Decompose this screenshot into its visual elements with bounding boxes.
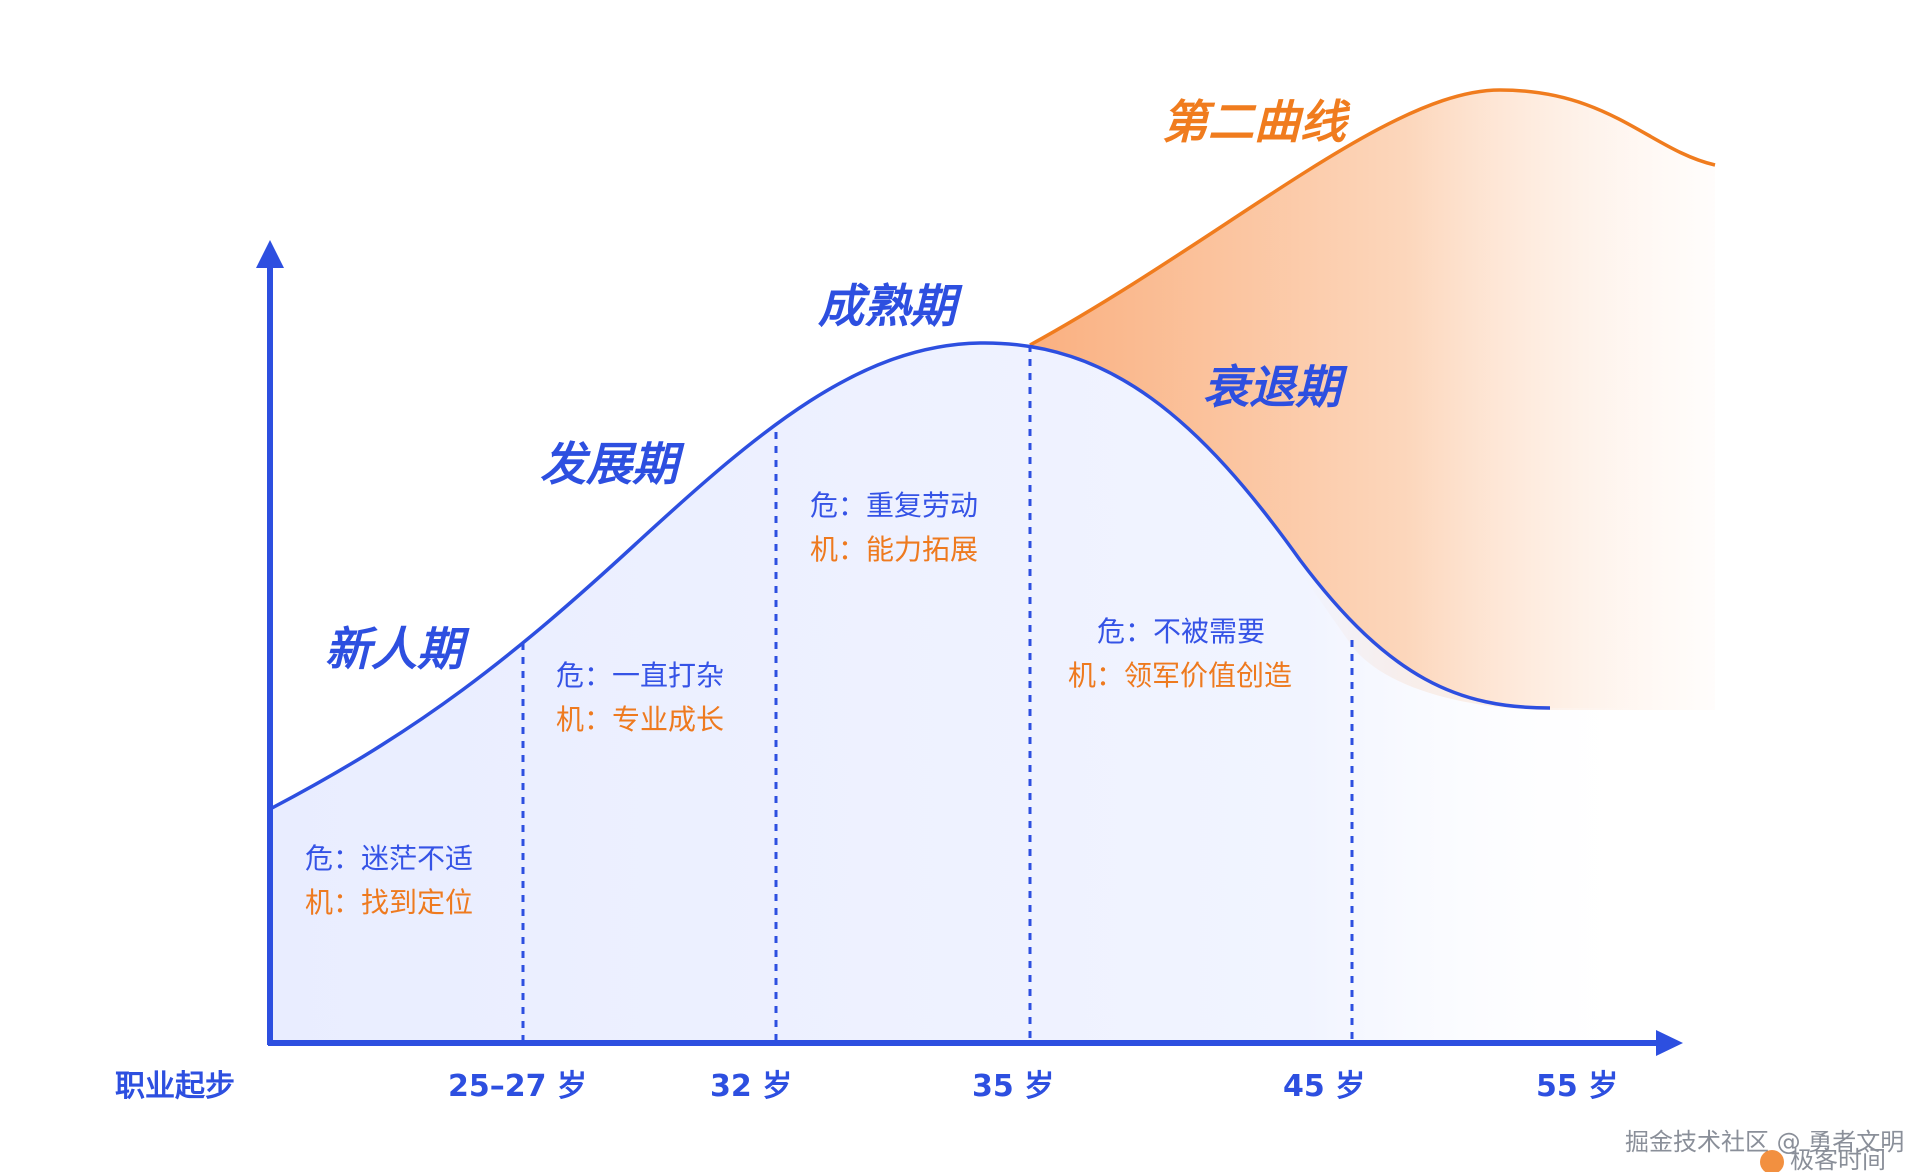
stage-2-risk: 危：一直打杂 <box>556 659 724 692</box>
stage-1-opportunity: 机：找到定位 <box>305 886 473 919</box>
stage-4-opportunity: 机：领军价值创造 <box>1068 659 1292 692</box>
phase-label-mature: 成熟期 <box>818 279 963 333</box>
watermark-logo-icon <box>1760 1150 1784 1172</box>
stage-1-risk: 危：迷茫不适 <box>305 842 473 875</box>
watermark-brand: 极客时间 <box>1790 1146 1886 1172</box>
x-axis-arrow <box>1656 1030 1683 1056</box>
x-label-32: 32 岁 <box>710 1069 792 1104</box>
stage-4-risk: 危：不被需要 <box>1097 615 1265 648</box>
x-label-25-27: 25–27 岁 <box>448 1069 587 1104</box>
y-axis-arrow <box>256 240 284 268</box>
second-curve-area <box>1030 90 1715 710</box>
stage-3-opportunity: 机：能力拓展 <box>810 533 978 566</box>
x-label-career-start: 职业起步 <box>115 1069 235 1104</box>
phase-label-newcomer: 新人期 <box>325 622 470 676</box>
x-label-55: 55 岁 <box>1536 1069 1618 1104</box>
phase-label-decline: 衰退期 <box>1203 360 1348 414</box>
x-label-35: 35 岁 <box>972 1069 1054 1104</box>
phase-label-growth: 发展期 <box>540 437 685 491</box>
main-curve-line <box>271 341 1551 810</box>
phase-label-second-curve: 第二曲线 <box>1162 95 1351 149</box>
second-curve-line <box>1029 88 1716 347</box>
watermark-text: 掘金技术社区 @ 勇者文明 <box>1625 1128 1904 1156</box>
x-label-45: 45 岁 <box>1283 1069 1365 1104</box>
stage-2-opportunity: 机：专业成长 <box>556 703 724 736</box>
main-curve-area <box>272 342 1650 1044</box>
stage-3-risk: 危：重复劳动 <box>810 489 978 522</box>
